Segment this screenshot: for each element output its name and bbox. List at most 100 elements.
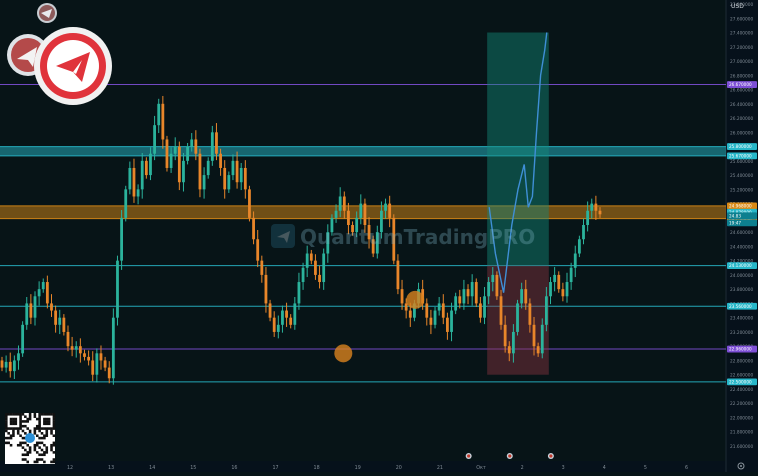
currency-label[interactable]: USD xyxy=(731,3,744,10)
qr-module xyxy=(9,443,13,447)
candle xyxy=(474,282,478,304)
price-badge-label: 24.968000 xyxy=(729,203,752,208)
candle xyxy=(594,203,598,211)
qr-module xyxy=(28,429,32,433)
watermark-logo-icon xyxy=(271,224,295,248)
qr-module xyxy=(38,413,41,416)
qr-module xyxy=(19,422,22,426)
qr-module xyxy=(40,458,44,461)
y-tick-label: 26.000000 xyxy=(730,130,754,136)
qr-module xyxy=(52,460,56,464)
candle xyxy=(347,210,350,225)
x-tick-label: 2 xyxy=(521,465,524,471)
candle xyxy=(396,260,400,290)
settings-gear-icon[interactable] xyxy=(737,462,745,470)
candle xyxy=(569,267,573,283)
x-tick-label: 5 xyxy=(644,465,647,471)
candle xyxy=(293,303,297,325)
price-badge-label: 25.670000 xyxy=(729,153,752,158)
qr-module xyxy=(28,415,32,418)
qr-module xyxy=(45,422,49,426)
qr-module xyxy=(38,422,41,426)
y-tick-label: 25.600000 xyxy=(730,159,754,165)
candle xyxy=(400,289,404,304)
y-tick-label: 25.400000 xyxy=(730,173,754,179)
price-badge-label: 22.500000 xyxy=(729,379,752,384)
qr-module xyxy=(52,422,56,426)
candle xyxy=(487,282,491,297)
qr-module xyxy=(19,415,22,418)
qr-module xyxy=(43,434,46,438)
qr-module xyxy=(35,417,39,421)
candle xyxy=(462,289,466,304)
candle xyxy=(260,260,264,275)
price-axis-panel xyxy=(726,0,758,472)
candle xyxy=(582,225,585,240)
qr-module xyxy=(16,429,20,433)
candle xyxy=(285,310,288,318)
qr-center-logo-icon xyxy=(25,433,35,443)
qr-module xyxy=(40,427,44,430)
candle xyxy=(120,217,123,261)
qr-module xyxy=(38,417,41,421)
qr-module xyxy=(5,427,8,430)
price-badge-2 xyxy=(727,152,757,160)
qr-module xyxy=(5,415,8,418)
qr-module xyxy=(28,448,32,452)
price-badge-label: 23.560000 xyxy=(729,304,752,309)
x-tick-label: 17 xyxy=(272,465,278,471)
candle xyxy=(404,303,408,311)
qr-module xyxy=(5,417,8,421)
candle xyxy=(507,346,511,354)
candle xyxy=(367,225,371,240)
candle xyxy=(491,274,495,283)
qr-module xyxy=(19,424,22,428)
candle xyxy=(182,160,185,183)
qr-module xyxy=(45,448,49,452)
candle xyxy=(413,303,416,318)
candle xyxy=(78,346,82,354)
candle xyxy=(252,217,255,240)
qr-module xyxy=(26,420,30,423)
y-tick-label: 25.200000 xyxy=(730,187,754,193)
qr-module xyxy=(45,434,49,438)
qr-module xyxy=(14,420,18,423)
qr-module xyxy=(35,441,39,445)
candle xyxy=(153,125,156,154)
candle xyxy=(309,253,313,261)
qr-module xyxy=(7,432,10,435)
candle xyxy=(264,274,268,304)
candle xyxy=(70,346,74,350)
qr-module xyxy=(19,420,22,423)
candle xyxy=(297,282,301,304)
qr-module xyxy=(33,443,37,447)
qr-module xyxy=(52,441,56,445)
candle xyxy=(103,360,107,368)
candle xyxy=(314,260,317,275)
watermark-plane-icon xyxy=(277,231,290,243)
candle xyxy=(495,274,499,297)
qr-module xyxy=(38,458,41,461)
candle xyxy=(95,353,99,375)
candle xyxy=(318,274,321,283)
qr-module xyxy=(45,432,49,435)
y-tick-label: 27.400000 xyxy=(730,31,754,37)
x-tick-label: 3 xyxy=(562,465,565,471)
qr-module xyxy=(14,427,18,430)
qr-module xyxy=(38,441,41,445)
candle xyxy=(433,310,437,325)
telegram-logo-large-icon xyxy=(34,27,112,105)
qr-module xyxy=(47,420,51,423)
candle xyxy=(511,331,515,354)
candle xyxy=(4,361,8,368)
candle xyxy=(272,317,276,332)
qr-module xyxy=(24,453,27,457)
candle xyxy=(194,139,198,154)
qr-module xyxy=(28,413,32,416)
event-flag-dot xyxy=(549,454,553,458)
candle xyxy=(384,203,387,211)
qr-module xyxy=(19,434,22,438)
qr-module xyxy=(43,422,46,426)
qr-module xyxy=(16,443,20,447)
